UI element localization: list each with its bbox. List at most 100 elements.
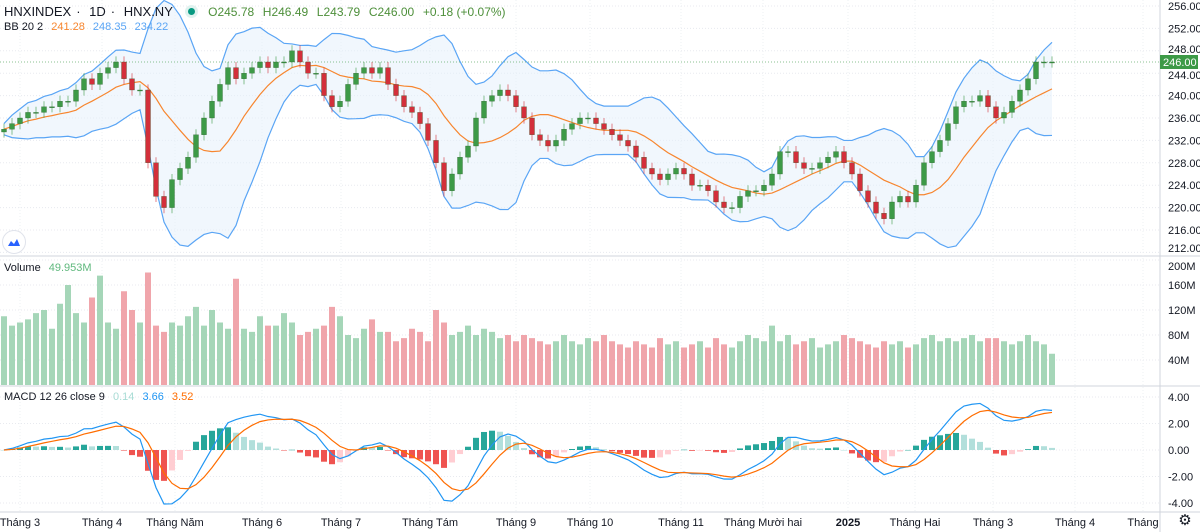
candle-body	[545, 140, 551, 147]
volume-bar	[1009, 344, 1015, 385]
settings-gear-icon[interactable]: ⚙	[1178, 512, 1192, 529]
volume-bar	[361, 328, 367, 385]
volume-tick-label: 80M	[1168, 330, 1189, 342]
macd-histogram-bar	[249, 440, 255, 450]
macd-histogram-bar	[161, 450, 167, 481]
bb-upper-line	[3, 0, 1053, 173]
volume-bar	[505, 335, 511, 385]
candle-body	[673, 168, 679, 175]
candle-body	[497, 89, 503, 96]
candle-body	[209, 101, 215, 119]
volume-bar	[217, 322, 223, 385]
macd-histogram-bar	[721, 450, 727, 453]
macd-signal-line	[3, 409, 1053, 492]
candle-body	[137, 89, 143, 92]
volume-bar	[913, 344, 919, 385]
candle-body	[337, 101, 343, 107]
macd-histogram-bar	[673, 450, 679, 451]
volume-bar	[89, 297, 95, 385]
volume-bar	[145, 272, 151, 385]
volume-bar	[993, 338, 999, 385]
macd-histogram-bar	[745, 445, 751, 450]
macd-histogram-bar	[537, 450, 543, 458]
volume-bar	[745, 335, 751, 385]
cloud-icon-glyph	[8, 239, 20, 246]
volume-bar	[209, 310, 215, 385]
volume-bar	[185, 316, 191, 385]
macd-histogram-bar	[401, 450, 407, 458]
volume-legend[interactable]: Volume 49.953M	[4, 262, 97, 274]
macd-histogram-bar	[49, 446, 55, 450]
macd-histogram-bar	[1009, 450, 1015, 455]
candle-body	[985, 95, 991, 107]
macd-histogram-bar	[281, 450, 287, 451]
volume-bar	[601, 335, 607, 385]
macd-histogram-bar	[441, 450, 447, 468]
macd-histogram-bar	[761, 443, 767, 450]
macd-histogram-bar	[89, 446, 95, 450]
separator-dot: ·	[76, 4, 81, 19]
macd-histogram-bar	[1025, 449, 1031, 450]
macd-histogram-bar	[881, 450, 887, 462]
macd-histogram-bar	[617, 450, 623, 453]
candle-body	[257, 61, 263, 68]
macd-histogram-bar	[633, 450, 639, 456]
macd-histogram-bar	[257, 442, 263, 450]
macd-histogram-bar	[433, 450, 439, 465]
macd-histogram-bar	[737, 448, 743, 450]
volume-bar	[129, 310, 135, 385]
volume-bar	[697, 341, 703, 385]
candle-body	[25, 112, 31, 119]
interval[interactable]: 1D	[89, 4, 106, 19]
volume-bar	[249, 331, 255, 385]
candle-body	[729, 207, 735, 209]
macd-histogram-bar	[513, 442, 519, 450]
candle-body	[945, 123, 951, 141]
volume-bar	[57, 303, 63, 385]
volume-bar	[201, 325, 207, 385]
macd-legend[interactable]: MACD 12 26 close 9 0.14 3.66 3.52	[4, 391, 198, 403]
candle-body	[937, 140, 943, 152]
candle-body	[105, 67, 111, 74]
volume-bar	[969, 335, 975, 385]
macd-histogram-bar	[153, 450, 159, 480]
candle-body	[57, 101, 63, 107]
cloud-icon[interactable]	[2, 230, 26, 254]
macd-histogram-bar	[753, 444, 759, 450]
volume-bar	[481, 328, 487, 385]
macd-histogram-bar	[385, 450, 391, 451]
macd-histogram-bar	[497, 431, 503, 450]
volume-bar	[305, 331, 311, 385]
candle-body	[385, 67, 391, 85]
macd-histogram-bar	[1041, 446, 1047, 450]
volume-bar	[921, 338, 927, 385]
volume-bar	[1049, 353, 1055, 385]
candle-body	[785, 151, 791, 153]
candle-body	[41, 106, 47, 113]
macd-histogram-bar	[609, 450, 615, 452]
time-tick-label: Tháng Năm	[146, 517, 203, 529]
candle-body	[761, 185, 767, 191]
volume-bar	[513, 341, 519, 385]
candle-body	[825, 157, 831, 163]
volume-bar	[665, 344, 671, 385]
symbol-name[interactable]: HNXINDEX	[4, 4, 72, 19]
candle-body	[1, 129, 7, 133]
macd-histogram-bar	[481, 431, 487, 450]
macd-histogram-bar	[121, 450, 127, 451]
candle-body	[241, 73, 247, 79]
volume-bar	[321, 325, 327, 385]
macd-histogram-bar	[73, 446, 79, 450]
volume-bar	[761, 341, 767, 385]
macd-histogram-bar	[865, 450, 871, 461]
candle-body	[777, 151, 783, 175]
macd-histogram-bar	[697, 450, 703, 451]
volume-bar	[385, 331, 391, 385]
macd-histogram-bar	[425, 450, 431, 462]
candle-body	[577, 117, 583, 124]
volume-bar	[793, 344, 799, 385]
volume-bar	[873, 347, 879, 385]
candle-body	[961, 101, 967, 107]
bb-legend[interactable]: BB 20 2 241.28 248.35 234.22	[4, 21, 173, 33]
